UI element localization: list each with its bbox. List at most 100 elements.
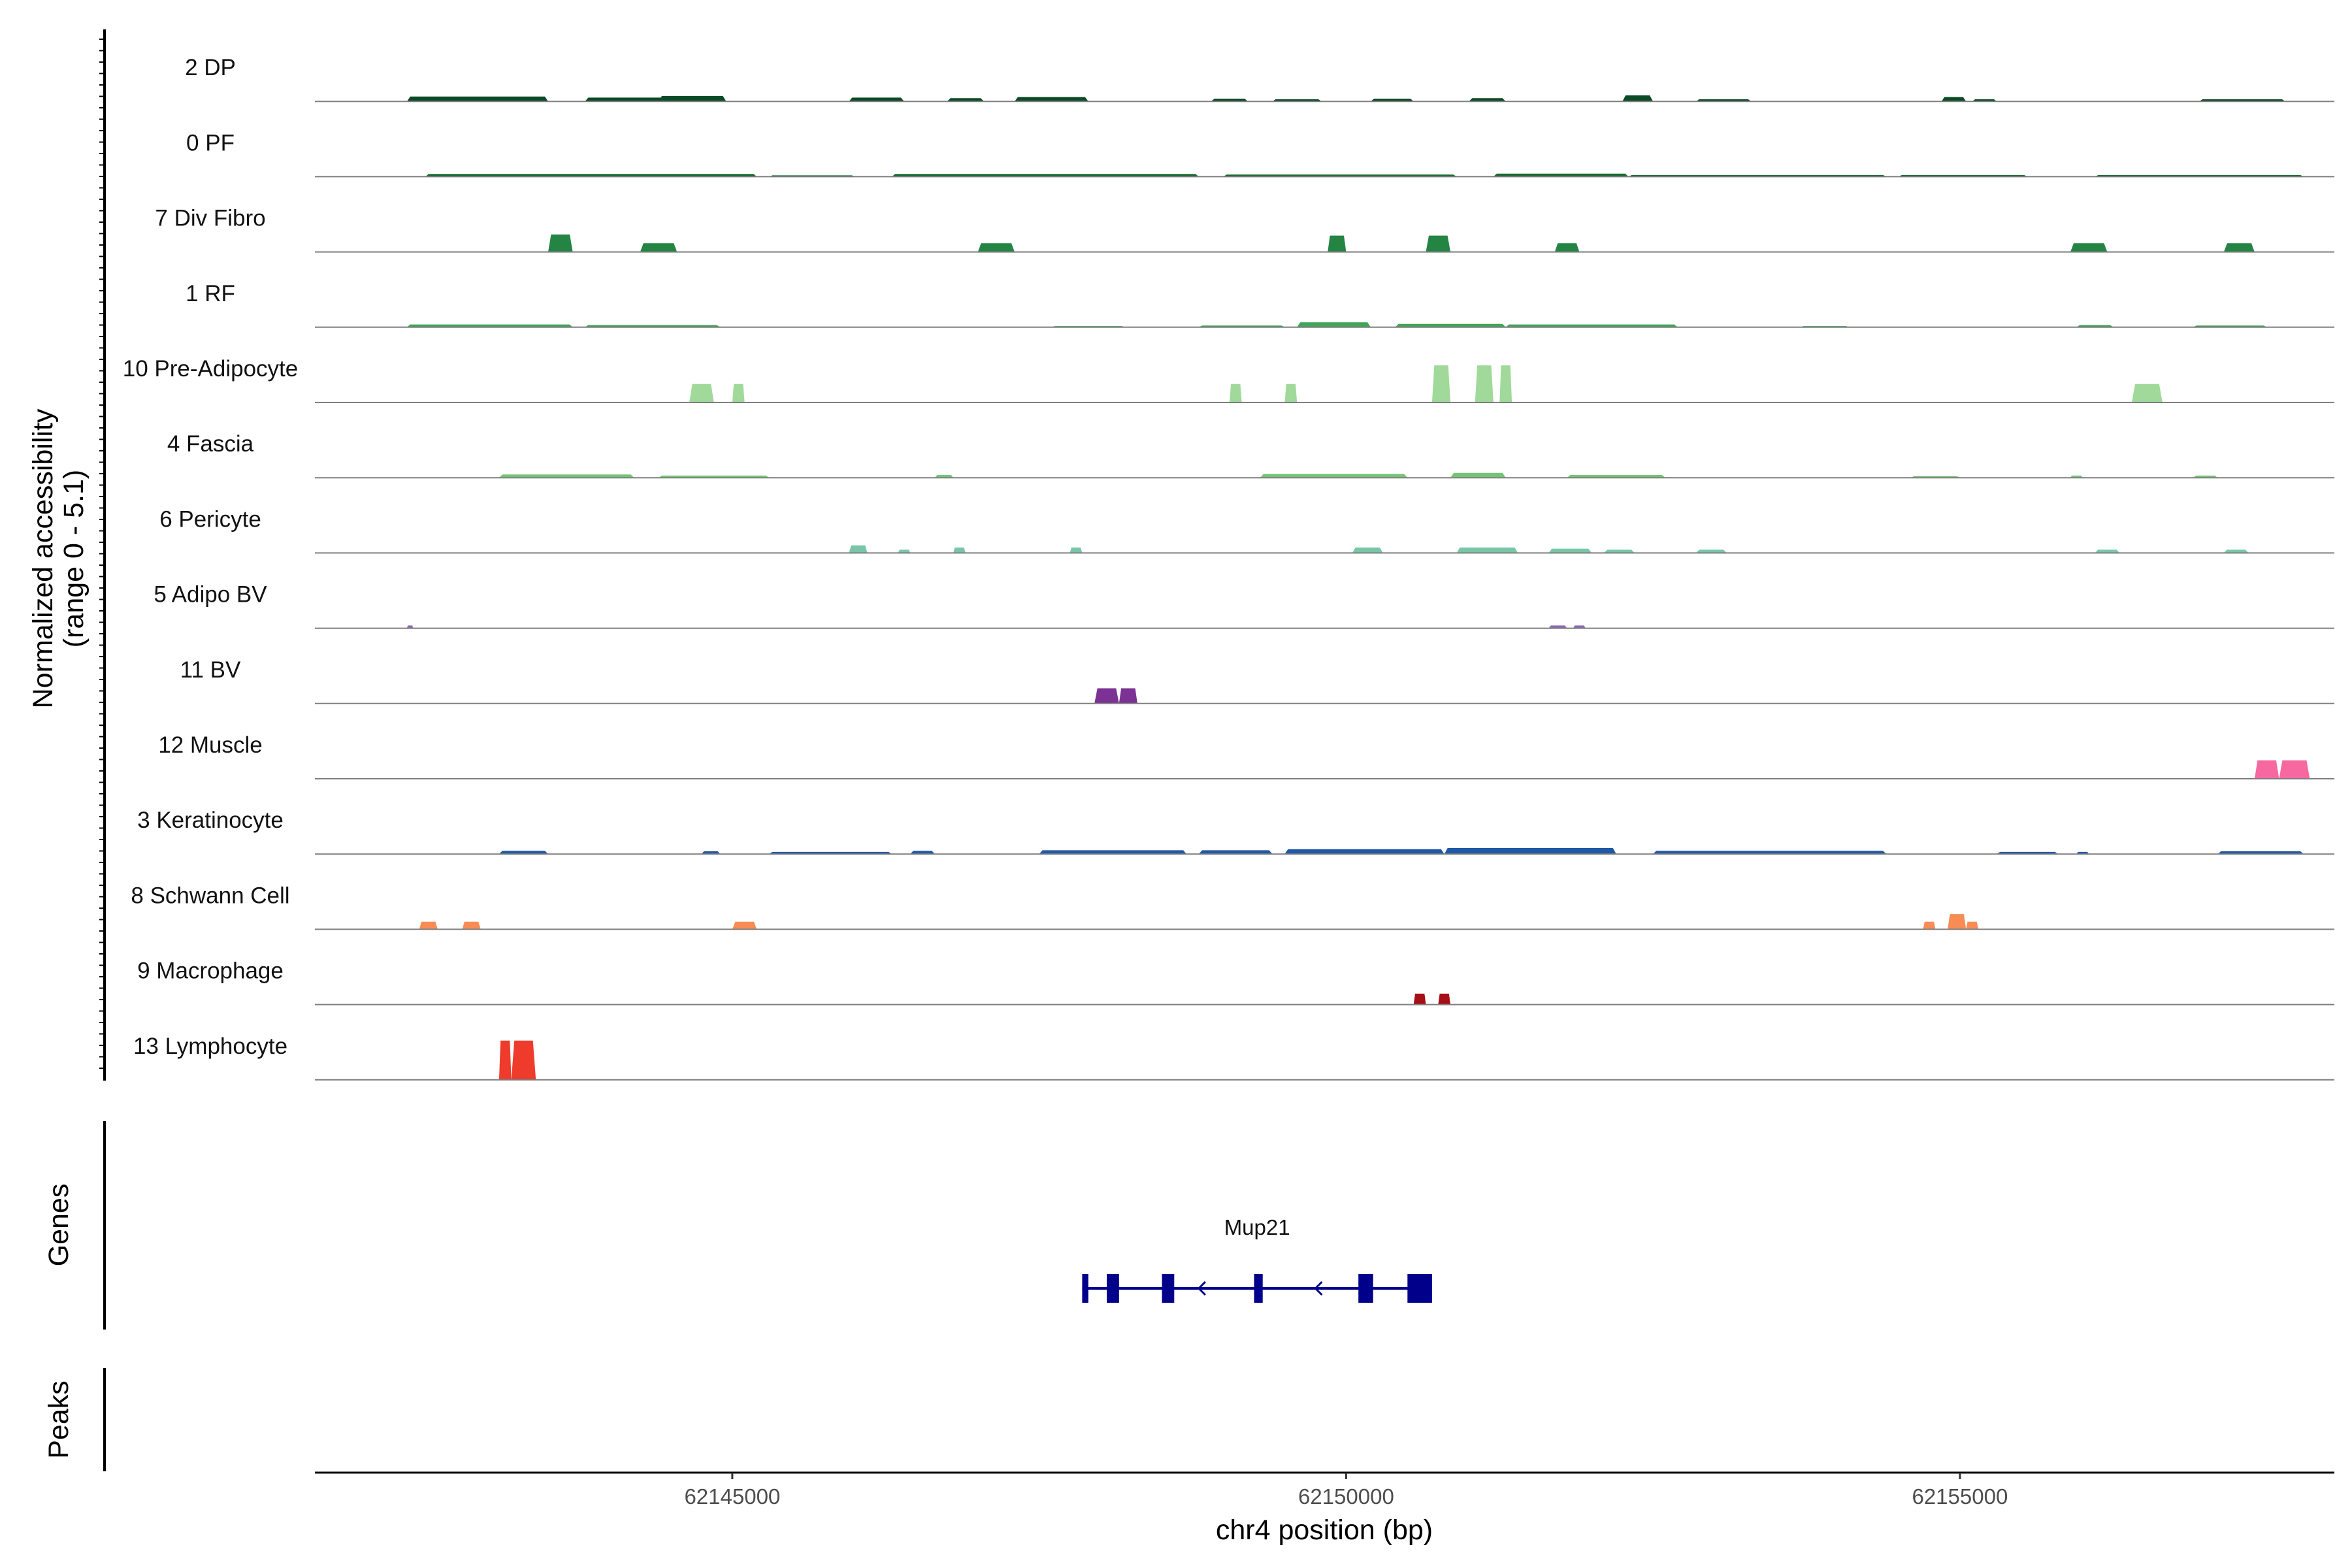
track-label: 9 Macrophage [137, 958, 284, 984]
x-tick-label: 62145000 [684, 1484, 780, 1509]
coverage-peak [953, 547, 966, 553]
coverage-peak [1211, 99, 1249, 102]
track-12-muscle: 12 Muscle [158, 732, 2334, 779]
gene-exon [1358, 1274, 1373, 1303]
coverage-peak [406, 625, 414, 629]
track-label: 6 Pericyte [159, 506, 261, 532]
track-label: 12 Muscle [158, 732, 263, 758]
track-label: 3 Keratinocyte [137, 808, 284, 833]
y-axis-title-line1: Normalized accessibility [27, 408, 59, 708]
coverage-peak [1469, 98, 1506, 102]
coverage-peak [1653, 851, 1887, 855]
coverage-peak [585, 97, 665, 102]
coverage-peak [1328, 235, 1347, 252]
coverage-peak [1198, 850, 1273, 855]
track-5-adipo-bv: 5 Adipo BV [154, 582, 2334, 629]
coverage-peak [2223, 549, 2249, 553]
coverage-peak [1119, 688, 1137, 704]
track-11-bv: 11 BV [180, 657, 2334, 704]
gene-exon [1254, 1274, 1263, 1303]
track-label: 10 Pre-Adipocyte [123, 356, 298, 382]
coverage-peak [2279, 760, 2310, 779]
strand-arrow [1314, 1281, 1323, 1296]
coverage-peak [1070, 547, 1083, 553]
coverage-peak [1094, 688, 1119, 704]
tracks-y-axis-ticks [99, 39, 105, 1069]
coverage-peak [1039, 850, 1187, 855]
track-1-rf: 1 RF [186, 281, 2334, 328]
coverage-peak [977, 243, 1015, 252]
coverage-peak [419, 921, 438, 930]
coverage-peak [1493, 173, 1629, 177]
coverage-peak [1505, 324, 1678, 327]
coverage-peak [1438, 993, 1451, 1005]
track-13-lymphocyte: 13 Lymphocyte [133, 1034, 2334, 1081]
coverage-peak [548, 234, 573, 252]
coverage-peak [1966, 921, 1979, 930]
x-tick-label: 62150000 [1298, 1484, 1394, 1509]
coverage-peak [1554, 243, 1580, 252]
track-label: 5 Adipo BV [154, 582, 267, 608]
genes-axis-title: Genes [43, 1184, 74, 1267]
gene-exon [1162, 1274, 1175, 1303]
coverage-tracks: 2 DP 0 PF 7 Div Fibro 1 RF 10 Pre-Adipocyte 4… [123, 55, 2334, 1081]
coverage-peak [849, 545, 868, 553]
coverage-peak [1548, 625, 1567, 629]
coverage-peak [934, 475, 954, 478]
coverage-peak [1371, 99, 1414, 102]
coverage-peak [1450, 472, 1506, 478]
coverage-peak [1444, 848, 1616, 855]
coverage-peak [898, 549, 911, 553]
coverage-peak [2254, 760, 2279, 779]
x-tick-label: 62155000 [1912, 1484, 2008, 1509]
coverage-peak [1923, 921, 1936, 930]
coverage-peak [1015, 97, 1088, 102]
coverage-peak [849, 97, 904, 102]
gene-exon [1082, 1274, 1088, 1303]
coverage-peak [462, 921, 481, 930]
coverage-peak [1604, 549, 1635, 553]
coverage-peak [1567, 475, 1665, 478]
coverage-peak [1352, 547, 1383, 553]
coverage-peak [498, 851, 548, 855]
coverage-peak [732, 384, 745, 402]
coverage-peak [701, 851, 721, 855]
track-label: 13 Lymphocyte [133, 1034, 287, 1059]
track-6-pericyte: 6 Pericyte [159, 506, 2334, 554]
coverage-peak [947, 98, 985, 102]
gene-exon [1107, 1274, 1119, 1303]
coverage-peak [1695, 549, 1727, 553]
track-label: 1 RF [186, 281, 235, 306]
y-axis-title-line2: (range 0 - 5.1) [58, 470, 90, 647]
coverage-peak [1260, 474, 1408, 478]
coverage-peak [1622, 95, 1654, 102]
track-label: 11 BV [180, 657, 241, 683]
coverage-peak [406, 96, 548, 102]
coverage-peak [498, 474, 634, 478]
coverage-peak [425, 174, 757, 177]
coverage-peak [659, 95, 727, 102]
coverage-peak [2217, 851, 2304, 855]
coverage-peak [1499, 365, 1512, 402]
coverage-peak [1548, 548, 1592, 553]
coverage-peak [1573, 625, 1586, 629]
track-label: 8 Schwann Cell [131, 883, 289, 908]
gene-label: Mup21 [1224, 1215, 1290, 1239]
peaks-axis-title: Peaks [43, 1380, 74, 1459]
gene-exon [1407, 1274, 1432, 1303]
track-label: 0 PF [186, 130, 235, 155]
coverage-peak [1395, 323, 1506, 327]
coverage-peak [892, 174, 1199, 177]
coverage-peak [1284, 849, 1445, 855]
track-7-div-fibro: 7 Div Fibro [155, 206, 2334, 253]
x-axis-title: chr4 position (bp) [1216, 1514, 1433, 1546]
track-label: 4 Fascia [167, 431, 254, 457]
coverage-peak [689, 384, 714, 402]
strand-arrow [1197, 1281, 1206, 1296]
coverage-peak [2132, 384, 2163, 402]
track-0-pf: 0 PF [186, 130, 2334, 178]
x-axis-ticks: 62145000 62150000 62155000 [684, 1473, 2008, 1509]
track-3-keratinocyte: 3 Keratinocyte [137, 808, 2334, 855]
coverage-peak [640, 243, 678, 252]
coverage-peak [732, 921, 757, 930]
